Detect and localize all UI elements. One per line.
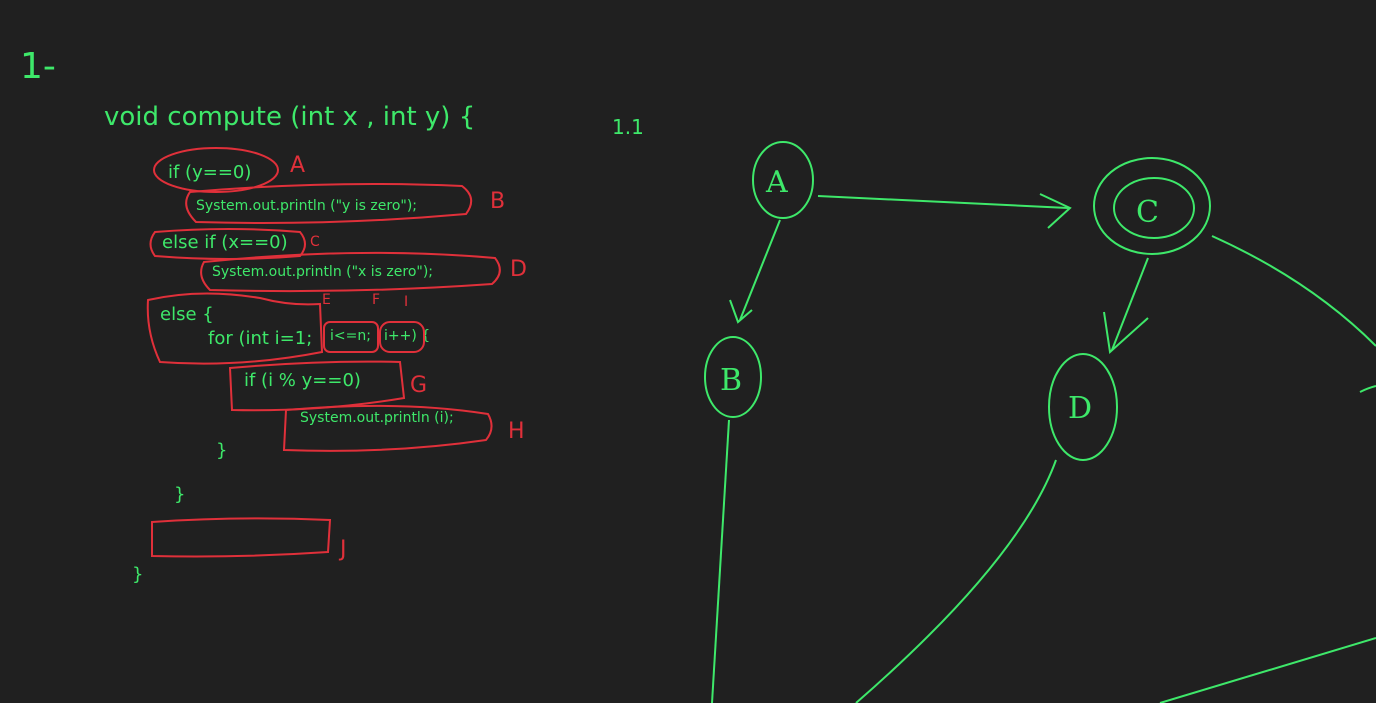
graph-node-a-label: A: [765, 165, 788, 200]
label-h: H: [508, 419, 525, 444]
code-close-else: }: [174, 484, 185, 505]
graph-node-c-outer: [1093, 157, 1211, 255]
label-e: E: [322, 292, 331, 308]
graph-node-c-label: C: [1136, 195, 1159, 230]
code-else-open: else {: [160, 304, 214, 325]
block-g-outline: [228, 360, 406, 412]
block-a-outline: [153, 147, 279, 193]
code-for-inc: i++) {: [384, 328, 430, 344]
arrowhead-a-b: [729, 299, 753, 324]
block-c-outline: [149, 228, 306, 260]
label-j: J: [338, 537, 347, 562]
label-i: I: [404, 294, 408, 310]
block-e-outline: [146, 292, 324, 365]
label-b: B: [490, 189, 505, 214]
code-cond-a: if (y==0): [168, 162, 251, 183]
graph-edge-bottom-right: [1159, 637, 1376, 703]
code-close-method: }: [132, 564, 143, 585]
block-d-outline: [200, 251, 501, 293]
label-g: G: [410, 373, 427, 398]
label-c: C: [310, 234, 320, 250]
code-stmt-b: System.out.println ("y is zero");: [196, 198, 417, 214]
code-signature: void compute (int x , int y) {: [104, 102, 475, 132]
block-j-outline: [151, 517, 332, 558]
subsection-heading: 1.1: [612, 115, 644, 139]
arrowhead-a-c: [1039, 193, 1072, 229]
graph-node-b-label: B: [720, 363, 742, 398]
code-cond-g: if (i % y==0): [244, 370, 361, 391]
arrowhead-c-d: [1103, 311, 1149, 354]
graph-node-c-inner: [1113, 177, 1195, 239]
graph-node-a: [752, 141, 814, 219]
label-d: D: [510, 257, 527, 282]
partial-mark-right: [1359, 385, 1376, 393]
graph-edge-c-right: [1211, 235, 1376, 347]
block-f-outline: [323, 321, 379, 353]
code-cond-c: else if (x==0): [162, 232, 288, 253]
graph-edge-c-d: [1111, 257, 1149, 351]
graph-edge-a-c: [817, 195, 1069, 209]
block-h-outline: [282, 404, 493, 452]
code-stmt-d: System.out.println ("x is zero");: [212, 264, 433, 280]
block-b-outline: [185, 183, 473, 224]
code-stmt-h: System.out.println (i);: [300, 410, 454, 426]
graph-node-d-label: D: [1068, 391, 1092, 426]
graph-edge-d-down: [855, 459, 1057, 703]
label-a: A: [290, 153, 305, 178]
graph-edge-b-down: [711, 419, 730, 703]
block-i-outline: [379, 321, 425, 353]
code-close-inner: }: [216, 440, 227, 461]
graph-edge-a-b: [739, 219, 781, 321]
graph-node-d: [1048, 353, 1118, 461]
label-f: F: [372, 292, 380, 308]
code-for-cond: i<=n;: [330, 328, 371, 344]
code-for-init: for (int i=1;: [208, 328, 312, 349]
graph-node-b: [704, 336, 762, 418]
section-heading: 1-: [20, 46, 56, 87]
